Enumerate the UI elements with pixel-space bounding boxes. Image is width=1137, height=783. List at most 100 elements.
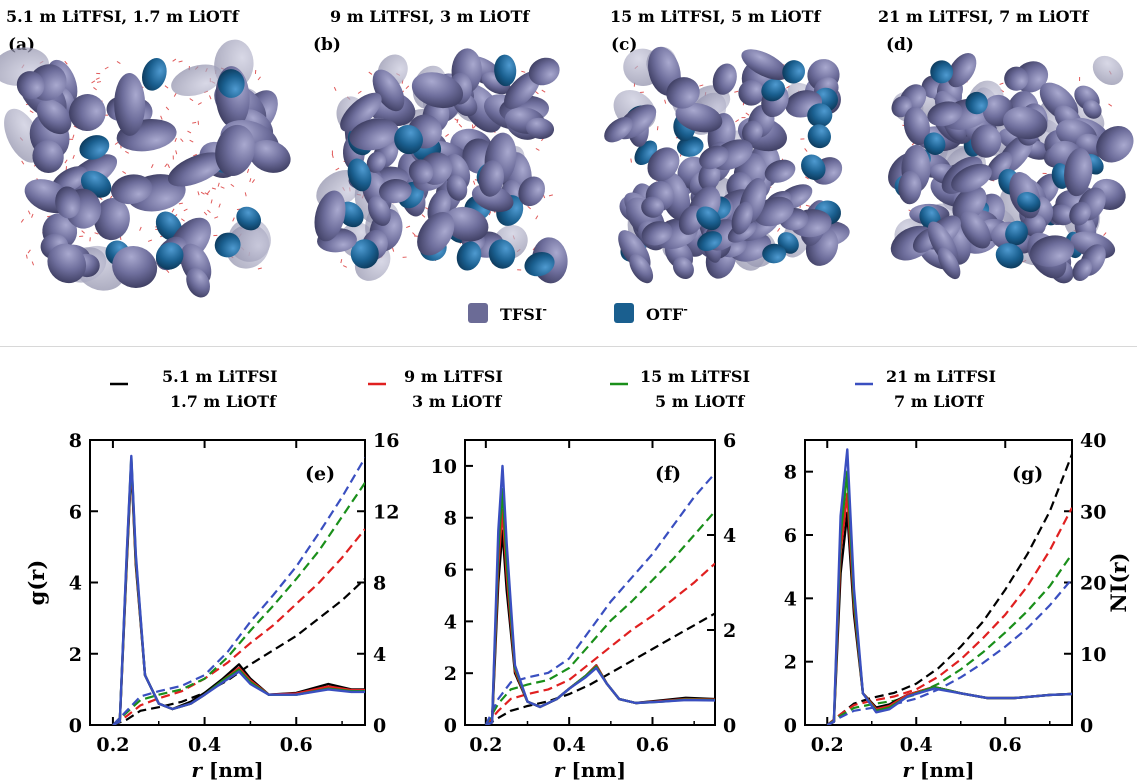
otf-blob <box>761 78 786 102</box>
tfsi-blob <box>675 102 723 133</box>
y-left-tick-label: 6 <box>784 525 797 547</box>
otf-blob <box>923 132 946 155</box>
tfsi-blob <box>951 163 992 193</box>
series-2-running-coordination <box>112 528 365 725</box>
tfsi-blob <box>32 140 64 173</box>
section-divider <box>0 346 1137 347</box>
tfsi-blob <box>110 174 153 205</box>
x-axis-label: r [nm] <box>554 758 626 782</box>
tfsi-blob <box>16 71 45 100</box>
tfsi-blob <box>937 247 961 280</box>
series-legend: 5.1 m LiTFSI 1.7 m LiOTf 9 m LiTFSI 3 m … <box>110 367 996 411</box>
snapshot-b-title: 9 m LiTFSI, 3 m LiOTf <box>330 7 530 26</box>
x-tick-label: 0.2 <box>469 734 502 756</box>
legend-text-2b: 3 m LiOTf <box>412 392 502 411</box>
tfsi-blob <box>349 118 399 151</box>
snapshot-a-render <box>0 39 291 298</box>
otf-blob <box>79 135 110 160</box>
y-left-tick-label: 6 <box>444 560 457 582</box>
series-2-running-coordination <box>484 562 715 725</box>
tfsi-blob <box>903 106 930 146</box>
tfsi-blob <box>518 176 546 207</box>
y-left-tick-label: 0 <box>444 715 457 737</box>
x-tick-label: 0.6 <box>636 734 669 756</box>
y-left-tick-label: 2 <box>69 644 82 666</box>
chart-panel-g: 0.2 0.4 0.6 0 2 4 6 8 0 10 20 30 40 (g) r [nm] NI(r) <box>784 430 1131 782</box>
tfsi-blob <box>69 94 106 131</box>
tfsi-blob <box>1082 100 1102 119</box>
tfsi-blob <box>970 124 1002 158</box>
tfsi-blob <box>604 117 633 143</box>
otf-swatch <box>614 303 634 323</box>
y-right-tick-label: 8 <box>373 573 386 595</box>
y-right-tick-label: 10 <box>1080 644 1106 666</box>
x-tick-label: 0.6 <box>280 734 313 756</box>
tfsi-blob <box>960 211 991 249</box>
series-1-running-coordination <box>112 578 365 725</box>
tfsi-blob <box>249 139 291 173</box>
tfsi-blob <box>647 147 680 182</box>
otf-blob <box>930 60 954 84</box>
snapshot-d-render <box>888 52 1134 284</box>
snapshot-b-label: (b) <box>313 35 341 55</box>
y-left-axis-label: g(r) <box>24 560 49 606</box>
otf-blob <box>1005 220 1028 246</box>
otf-blob <box>782 60 806 84</box>
legend-text-4a: 21 m LiTFSI <box>886 367 996 386</box>
otf-blob <box>1017 191 1041 213</box>
tfsi-blob <box>699 145 729 170</box>
y-right-tick-label: 0 <box>1080 715 1093 737</box>
x-tick-label: 0.4 <box>188 734 221 756</box>
tfsi-blob <box>112 246 158 288</box>
tfsi-blob <box>186 268 210 298</box>
series-4-running-coordination <box>112 457 365 725</box>
tfsi-blob <box>36 99 72 135</box>
ion-blobs <box>888 52 1134 284</box>
tfsi-blob <box>114 73 146 136</box>
y-right-tick-label: 2 <box>723 620 736 642</box>
otf-blob <box>217 69 245 98</box>
tfsi-blob <box>1072 258 1092 282</box>
series-3-rdf <box>826 470 1072 725</box>
y-right-axis-label: NI(r) <box>1106 553 1131 613</box>
x-axis-label: r [nm] <box>191 758 263 782</box>
tfsi-blob <box>408 159 434 185</box>
tfsi-blob <box>666 77 700 109</box>
tfsi-blob <box>986 151 1013 181</box>
tfsi-blob <box>672 256 694 280</box>
tfsi-blob <box>55 186 81 219</box>
series-4-running-coordination <box>484 472 715 725</box>
y-left-tick-label: 8 <box>784 462 797 484</box>
tfsi-blob <box>525 117 555 139</box>
y-left-tick-label: 2 <box>784 652 797 674</box>
y-left-tick-label: 8 <box>69 430 82 452</box>
legend-text-1a: 5.1 m LiTFSI <box>162 367 278 386</box>
series-3-running-coordination <box>826 553 1072 725</box>
y-left-tick-label: 0 <box>784 715 797 737</box>
otf-blob <box>697 231 723 252</box>
y-left-tick-label: 4 <box>784 588 797 610</box>
tfsi-legend-label: TFSI- <box>500 303 547 324</box>
tfsi-blob <box>947 52 977 88</box>
otf-blob <box>141 57 167 91</box>
ion-blobs <box>16 57 291 298</box>
series-1-running-coordination <box>485 612 715 725</box>
snapshot-c-label: (c) <box>611 35 637 55</box>
otf-blob <box>801 154 826 181</box>
y-left-tick-label: 8 <box>444 508 457 530</box>
series-2-rdf <box>485 508 715 725</box>
y-right-tick-label: 20 <box>1080 573 1106 595</box>
y-right-tick-label: 4 <box>723 525 736 547</box>
snapshot-a-title: 5.1 m LiTFSI, 1.7 m LiOTf <box>6 7 240 26</box>
series-4-rdf <box>826 448 1072 725</box>
otf-blob <box>456 241 482 271</box>
y-left-tick-label: 4 <box>444 611 457 633</box>
otf-blob <box>807 103 833 128</box>
otf-blob <box>350 239 379 269</box>
panel-label: (f) <box>655 463 681 485</box>
tfsi-blob <box>641 221 673 246</box>
snapshot-c-title: 15 m LiTFSI, 5 m LiOTf <box>610 7 821 26</box>
series-2-running-coordination <box>826 507 1072 725</box>
legend-text-3b: 5 m LiOTf <box>655 392 745 411</box>
tfsi-blob <box>378 178 412 204</box>
